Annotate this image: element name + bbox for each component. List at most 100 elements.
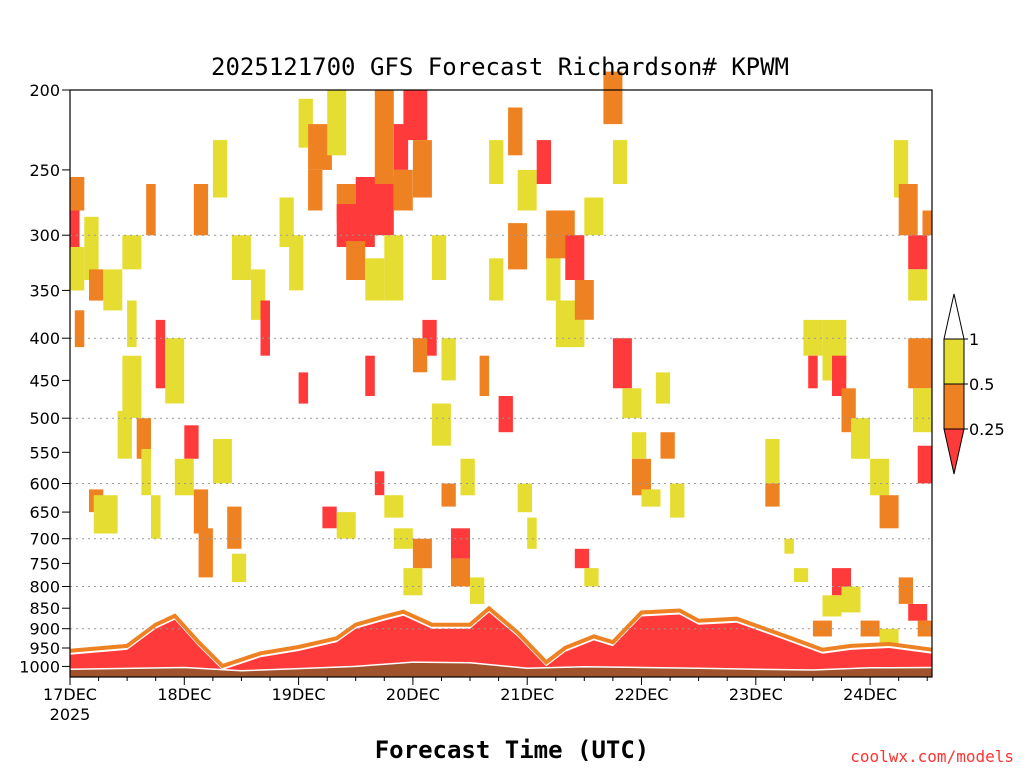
ri-cell (584, 197, 604, 236)
ri-cell (784, 538, 794, 554)
ri-cell (536, 140, 551, 184)
ri-cell (89, 269, 104, 301)
ri-cell (765, 483, 780, 507)
legend-label: 1 (969, 330, 979, 349)
y-tick-label: 500 (29, 409, 60, 428)
legend-swatch-yellow (943, 338, 965, 385)
ri-cell (584, 568, 599, 587)
legend-swatch-white (943, 293, 965, 340)
ri-cell (431, 235, 447, 280)
ri-cell (908, 338, 932, 389)
ri-cell (122, 235, 142, 270)
ri-cell (898, 577, 913, 604)
ri-cell (460, 458, 475, 496)
ri-cell (260, 300, 270, 356)
x-tick-label: 18DEC (157, 685, 211, 704)
x-tick-label: 21DEC (500, 685, 554, 704)
ri-cell (365, 258, 385, 301)
y-tick-label: 750 (29, 554, 60, 573)
ri-cell (803, 319, 823, 356)
surface-pressure-line (69, 661, 933, 672)
y-tick-label: 700 (29, 530, 60, 549)
ri-cell (765, 439, 780, 484)
ri-cell (403, 568, 423, 596)
x-tick-year: 2025 (50, 705, 91, 724)
y-tick-label: 900 (29, 620, 60, 639)
ri-cell (441, 338, 456, 381)
ri-cell (136, 418, 151, 459)
y-tick-label: 450 (29, 371, 60, 390)
ri-cell (917, 445, 932, 484)
ri-cell (851, 418, 870, 459)
y-tick-label: 950 (29, 639, 60, 658)
ri-cell (141, 449, 151, 496)
ri-cell (279, 197, 294, 247)
ri-cell (84, 216, 99, 280)
ri-cell (879, 495, 899, 529)
x-tick-label: 19DEC (272, 685, 326, 704)
ri-cell (146, 184, 156, 236)
ri-cell (527, 517, 537, 549)
ri-cell (574, 280, 594, 320)
legend-label: 0.5 (969, 375, 994, 394)
ri-cell (622, 388, 642, 419)
ri-cell (365, 355, 375, 396)
ri-cell (908, 269, 928, 301)
ri-cell (122, 355, 142, 419)
ri-cell (336, 512, 356, 539)
ri-cell (546, 247, 561, 301)
ri-cell (227, 506, 242, 549)
ri-cell (308, 124, 332, 170)
ri-cell (870, 458, 890, 496)
ri-cell (498, 396, 513, 433)
ri-cell (431, 403, 451, 446)
y-tick-label: 850 (29, 599, 60, 618)
ri-cell (412, 140, 432, 198)
ri-cell (346, 241, 366, 280)
x-tick-label: 17DEC (43, 685, 97, 704)
ri-cell (517, 483, 532, 513)
legend-swatch-orange (943, 383, 965, 430)
legend-label: 0.25 (969, 420, 1005, 439)
ri-cell (632, 432, 647, 459)
ri-cell (298, 372, 309, 404)
legend: 1 0.5 0.25 (943, 293, 1005, 475)
ri-cell (308, 169, 323, 211)
ri-cell (127, 300, 137, 348)
ri-cell (898, 184, 918, 236)
boundary-layer-fill (70, 612, 932, 677)
ri-cell (808, 355, 818, 389)
ri-cell (908, 604, 928, 621)
ri-cell (184, 425, 199, 459)
y-tick-label: 400 (29, 329, 60, 348)
x-tick-label: 23DEC (729, 685, 783, 704)
ri-cell (70, 177, 85, 211)
ri-cell (212, 439, 232, 484)
ri-cell (917, 620, 932, 637)
ri-cell (612, 140, 628, 184)
credit-text: coolwx.com/models (850, 747, 1014, 766)
ri-cell (489, 258, 504, 301)
ri-cell (193, 184, 209, 236)
ri-cell (822, 595, 842, 617)
x-tick-label: 22DEC (615, 685, 669, 704)
ri-cell (860, 620, 880, 637)
ri-cell (670, 483, 685, 518)
ri-cell (908, 235, 928, 270)
ri-cell (660, 432, 675, 459)
x-tick-label: 20DEC (386, 685, 440, 704)
ri-cell (327, 90, 347, 156)
ri-cell (565, 235, 585, 280)
ri-cell (655, 372, 671, 404)
y-axis-ticks: 200 250 300 350 400 450 500 550 600 650 700 750 800 8… (19, 81, 70, 676)
y-tick-label: 200 (29, 81, 60, 100)
ri-cell (793, 568, 809, 582)
y-tick-label: 800 (29, 578, 60, 597)
ri-cell (74, 310, 85, 348)
plot-frame (69, 89, 933, 678)
ri-cell (470, 577, 485, 604)
ri-cell (508, 223, 528, 270)
ri-cell (812, 620, 832, 637)
